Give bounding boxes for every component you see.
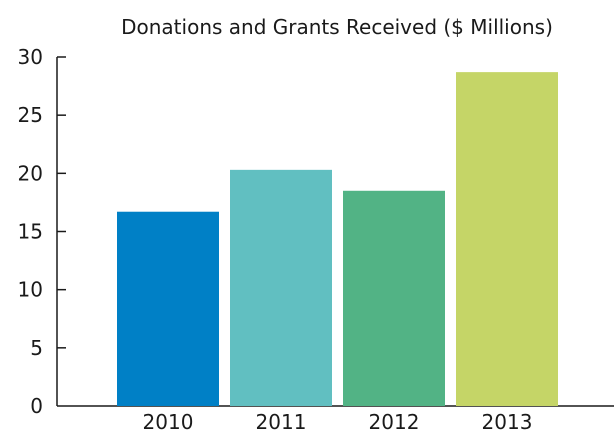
x-tick-label: 2012 xyxy=(369,410,420,434)
y-tick-label: 20 xyxy=(18,161,43,185)
bar-2011 xyxy=(230,169,332,406)
chart-title: Donations and Grants Received ($ Million… xyxy=(121,15,553,39)
x-tick-label: 2010 xyxy=(143,410,194,434)
bar-group xyxy=(117,72,558,406)
y-tick-label: 25 xyxy=(18,103,43,127)
bar-2012 xyxy=(343,190,445,406)
y-tick-group: 0 5 10 15 20 25 30 xyxy=(18,45,66,418)
y-tick-label: 5 xyxy=(30,336,43,360)
bar-2013 xyxy=(456,72,558,406)
y-tick-label: 30 xyxy=(18,45,43,69)
x-tick-label: 2011 xyxy=(256,410,307,434)
y-tick-label: 10 xyxy=(18,278,43,302)
x-tick-label: 2013 xyxy=(482,410,533,434)
x-tick-group: 2010 2011 2012 2013 xyxy=(143,410,533,434)
y-tick-label: 0 xyxy=(30,394,43,418)
bar-2010 xyxy=(117,211,219,406)
y-tick-label: 15 xyxy=(18,220,43,244)
